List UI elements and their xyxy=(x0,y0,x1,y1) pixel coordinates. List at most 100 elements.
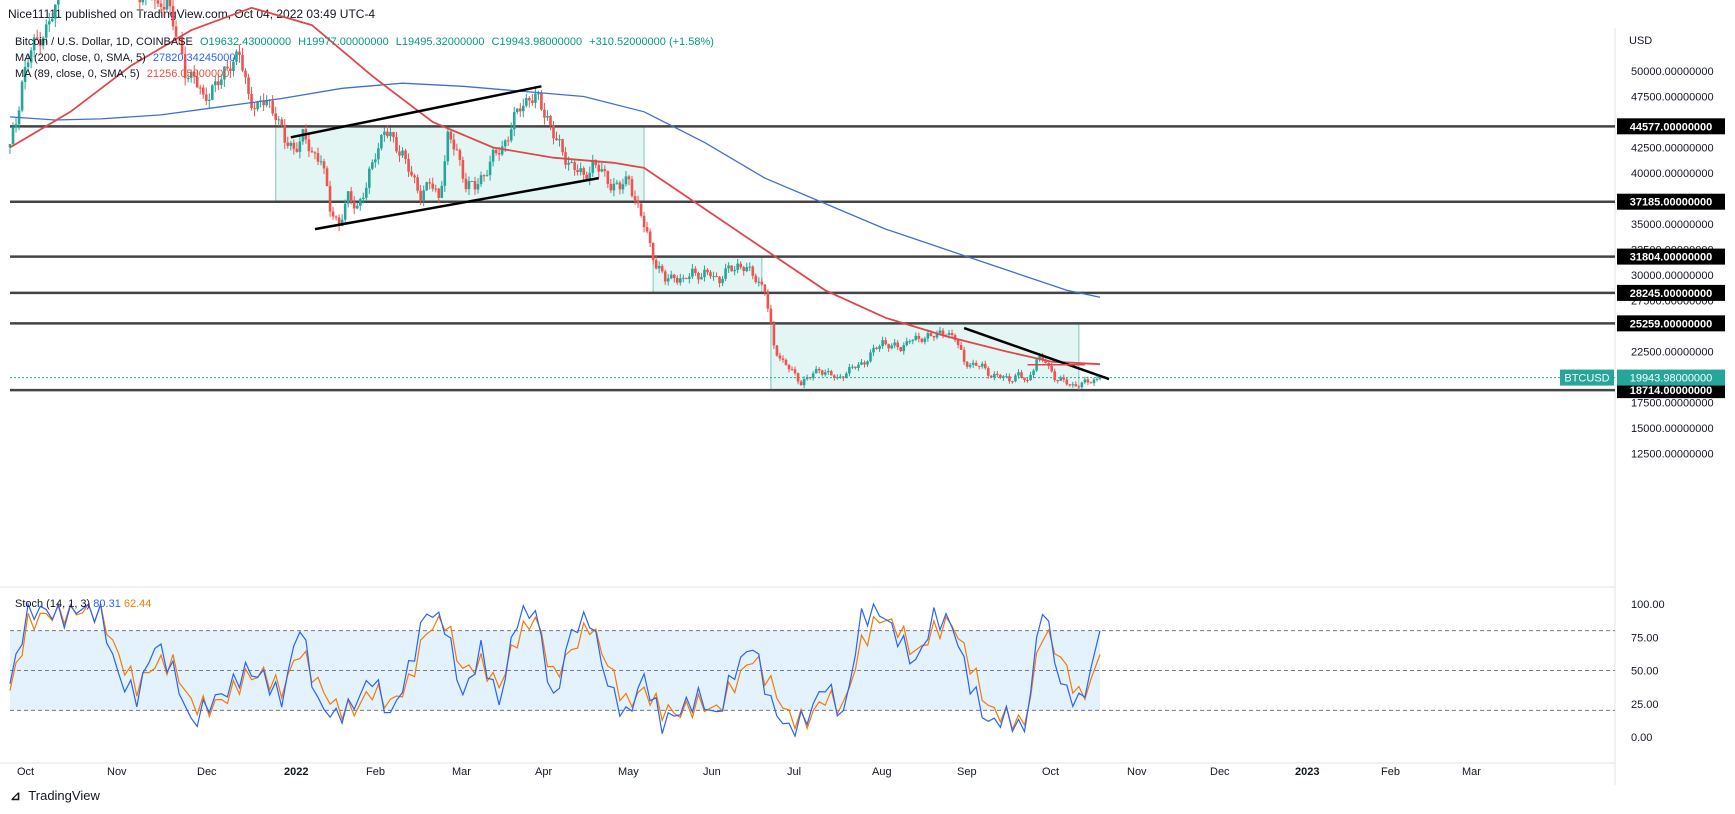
candle-body xyxy=(307,139,311,152)
candle-body xyxy=(944,334,948,336)
time-axis-label: Oct xyxy=(17,766,34,778)
candle-body xyxy=(727,265,730,269)
candle-body xyxy=(319,161,323,163)
candle-body xyxy=(253,108,256,110)
candle-body xyxy=(697,272,700,280)
ma89-legend[interactable]: MA (89, close, 0, SMA, 5) 21256.05000000 xyxy=(15,68,233,80)
candle-body xyxy=(141,0,145,3)
candle-body xyxy=(14,124,18,128)
candle-body xyxy=(712,276,715,278)
candle-body xyxy=(20,81,24,111)
candle-body xyxy=(621,184,625,190)
candle-body xyxy=(331,211,335,217)
candle-body xyxy=(685,277,688,279)
candle-body xyxy=(905,341,909,346)
candle-body xyxy=(226,66,229,69)
candle-body xyxy=(289,142,293,146)
candle-body xyxy=(757,281,761,283)
candle-body xyxy=(1020,372,1023,378)
candle-body xyxy=(775,345,779,356)
stoch-legend[interactable]: Stoch (14, 1, 3) 80.31 62.44 xyxy=(15,598,151,610)
candle-body xyxy=(328,186,332,212)
change-value: +310.52000000 (+1.58%) xyxy=(589,36,714,48)
time-axis-label: 2023 xyxy=(1295,766,1319,778)
candle-body xyxy=(470,181,474,183)
candle-body xyxy=(503,140,507,147)
candle-body xyxy=(310,151,314,153)
candle-body xyxy=(706,269,709,273)
candle-body xyxy=(428,182,431,184)
time-axis-label: Aug xyxy=(872,766,892,778)
candle-body xyxy=(57,0,60,5)
candle-body xyxy=(479,175,483,185)
last-price-tag-bg xyxy=(1617,369,1725,386)
candle-body xyxy=(352,201,356,209)
time-axis-label: Mar xyxy=(452,766,471,778)
candle-body xyxy=(1053,371,1057,381)
price-tick-label: 30000.00000000 xyxy=(1631,270,1714,282)
candle-body xyxy=(766,292,770,309)
candle-body xyxy=(11,127,15,145)
candle-body xyxy=(666,278,670,282)
price-tick-label: 15000.00000000 xyxy=(1631,423,1714,435)
candle-body xyxy=(156,0,160,4)
price-tick-label: 47500.00000000 xyxy=(1631,92,1714,104)
trendline xyxy=(963,326,1110,381)
candle-body xyxy=(425,182,428,191)
level-tag-bg xyxy=(1617,118,1725,135)
candle-body xyxy=(1026,379,1029,381)
candle-body xyxy=(53,4,57,19)
candle-body xyxy=(138,0,142,3)
candle-body xyxy=(452,139,456,150)
candle-body xyxy=(162,6,166,10)
candle-body xyxy=(923,338,927,342)
candle-body xyxy=(811,373,815,378)
candle-body xyxy=(796,373,800,382)
candle-body xyxy=(488,161,492,176)
candle-body xyxy=(709,272,712,277)
candle-body xyxy=(730,265,733,272)
candle-body xyxy=(872,347,875,353)
candles-group xyxy=(8,0,1102,391)
candle-body xyxy=(947,333,951,335)
time-axis-label: Oct xyxy=(1042,766,1059,778)
candle-body xyxy=(703,269,706,278)
time-axis-label: Feb xyxy=(366,766,385,778)
candle-body xyxy=(171,6,175,27)
footer-brand[interactable]: ⊿ TradingView xyxy=(10,788,100,804)
ma200-legend[interactable]: MA (200, close, 0, SMA, 5) 27820.3424500… xyxy=(15,52,240,64)
candle-body xyxy=(842,376,845,379)
candle-body xyxy=(283,125,287,143)
candle-body xyxy=(265,99,268,106)
candle-body xyxy=(485,175,489,177)
time-axis-label: Mar xyxy=(1462,766,1481,778)
candle-body xyxy=(26,62,30,67)
high-value: H19977.00000000 xyxy=(298,36,389,48)
candle-body xyxy=(223,66,226,80)
candle-body xyxy=(663,271,667,282)
candle-body xyxy=(555,138,558,141)
candle-body xyxy=(920,338,924,342)
candle-body xyxy=(250,93,253,109)
candle-body xyxy=(781,358,785,360)
candle-body xyxy=(201,87,205,95)
candle-body xyxy=(392,132,395,138)
stoch-tick-label: 100.00 xyxy=(1631,599,1665,611)
candle-body xyxy=(35,37,39,39)
time-axis-label: May xyxy=(618,766,639,778)
candle-body xyxy=(494,149,498,154)
ma200-line xyxy=(9,82,1101,298)
candle-body xyxy=(869,352,872,362)
time-axis-label: Feb xyxy=(1381,766,1400,778)
open-value: O19632.43000000 xyxy=(199,36,292,48)
candle-body xyxy=(497,153,501,155)
candle-body xyxy=(597,165,601,172)
candle-body xyxy=(401,150,404,156)
candle-body xyxy=(700,277,703,280)
candle-body xyxy=(836,377,839,379)
candle-body xyxy=(594,159,598,166)
candle-body xyxy=(8,144,12,148)
time-axis-label: Apr xyxy=(535,766,552,778)
symbol-tag: BTCUSD xyxy=(1564,373,1609,385)
